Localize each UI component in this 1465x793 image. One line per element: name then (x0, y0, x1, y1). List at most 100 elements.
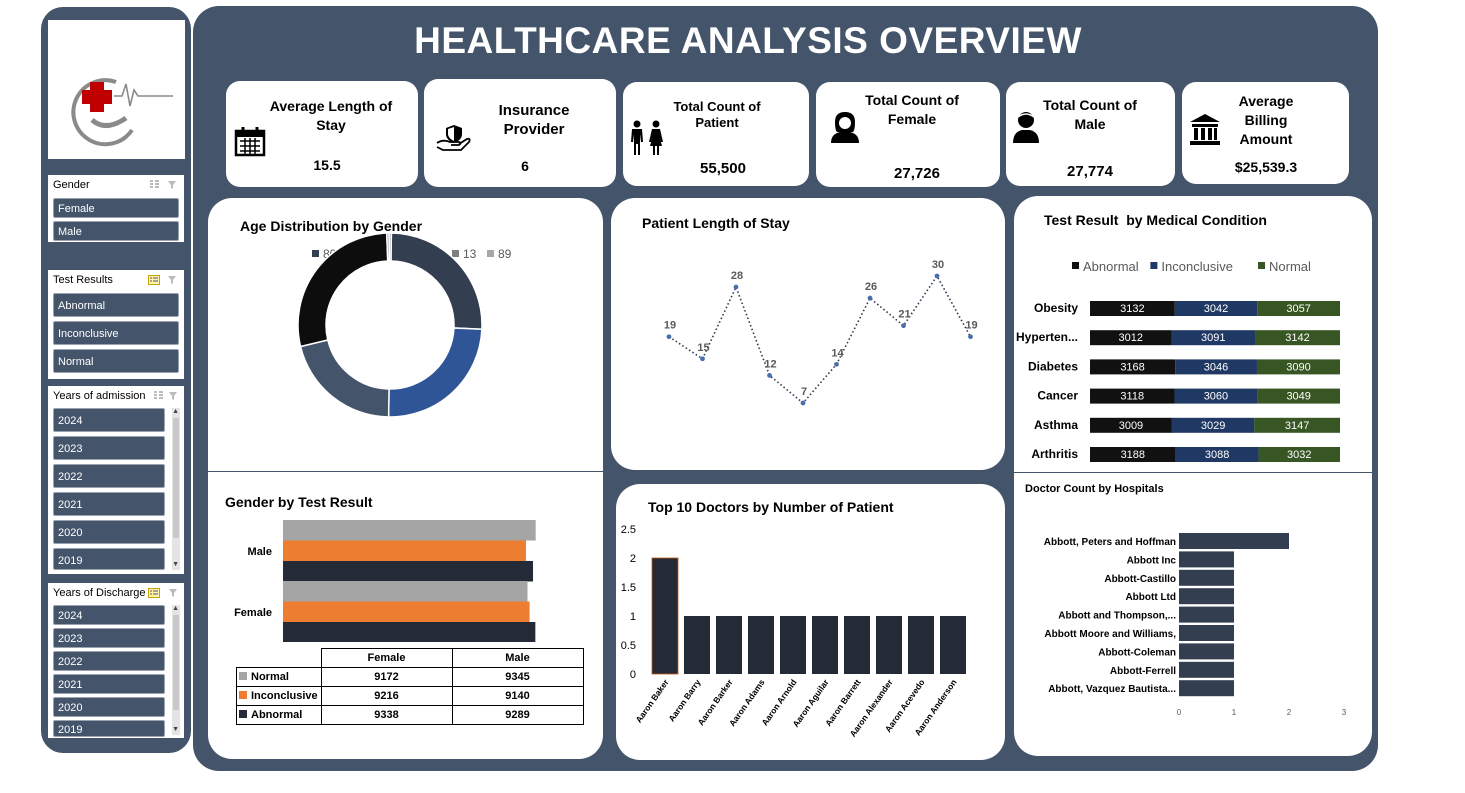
stay-line-chart: 19 15 28 12 7 14 26 21 30 19 (664, 259, 978, 406)
clear-filter-icon[interactable] (169, 391, 178, 400)
slicer-item-normal[interactable]: Normal (53, 349, 179, 373)
data-label: 3132 (1120, 303, 1144, 315)
legend-label: Normal (1269, 259, 1311, 274)
kpi-card-patients: Total Count of Patient 55,500 (623, 82, 809, 186)
data-label: 3012 (1118, 332, 1142, 344)
slicer-item-2022[interactable]: 2022 (53, 464, 165, 488)
slicer-item-2024[interactable]: 2024 (53, 408, 165, 432)
kpi-value: 55,500 (700, 160, 746, 177)
calendar-icon (234, 127, 266, 157)
bar (1179, 643, 1234, 660)
series-label: Inconclusive (251, 690, 318, 702)
data-label: 3029 (1201, 420, 1225, 432)
slicer-item-male[interactable]: Male (53, 221, 179, 241)
donut-slice (387, 327, 483, 418)
bar (1179, 551, 1234, 568)
category-label: Asthma (1034, 418, 1078, 432)
data-point (800, 400, 806, 406)
multi-select-icon[interactable] (148, 275, 160, 285)
category-label: Abbott-Ferrell (1110, 666, 1176, 677)
slicer-item-inconclusive[interactable]: Inconclusive (53, 321, 179, 345)
table-cell: 9338 (320, 705, 453, 725)
legend-swatch (1072, 262, 1079, 269)
kpi-label: Insurance Provider (498, 102, 570, 138)
bar (748, 616, 774, 674)
data-label: 3088 (1205, 449, 1229, 461)
admission-slicer-title: Years of admission (53, 390, 146, 402)
tick-label: 1.5 (621, 582, 636, 594)
bar (1179, 588, 1234, 605)
data-label: 15 (697, 342, 709, 354)
slicer-item-2023[interactable]: 2023 (53, 436, 165, 460)
medical-cross-heartbeat-icon (71, 78, 173, 147)
bar (716, 616, 742, 674)
top-doctors-panel: Top 10 Doctors by Number of Patient 0 0.5… (616, 484, 1005, 760)
slicer-item-2020[interactable]: 2020 (53, 697, 165, 717)
clear-filter-icon[interactable] (168, 275, 177, 284)
tick-label: 0 (1177, 708, 1182, 717)
bar-segment (1174, 388, 1258, 404)
multi-select-icon[interactable] (150, 180, 159, 189)
kpi-value: 15.5 (313, 157, 341, 173)
scroll-up-icon[interactable]: ▲ (172, 605, 179, 612)
discharge-year-slicer: Years of Discharge 2024 2023 2022 2021 2… (48, 583, 184, 738)
data-label: 26 (865, 281, 877, 293)
data-label: 3168 (1120, 361, 1144, 373)
series-label: Normal (251, 671, 289, 683)
bar (940, 616, 966, 674)
data-label: 12 (764, 358, 776, 370)
legend-label: 89 (498, 247, 512, 261)
clear-filter-icon[interactable] (168, 180, 177, 189)
kpi-card-female: Total Count of Female 27,726 (816, 82, 1000, 187)
slicer-item-2022[interactable]: 2022 (53, 651, 165, 671)
table-row: Abnormal 9338 9289 (236, 705, 584, 725)
chart-title: Age Distribution by Gender (240, 218, 423, 234)
kpi-card-male: Total Count of Male 27,774 (1006, 82, 1175, 186)
data-label: 3091 (1201, 332, 1225, 344)
female-icon (831, 112, 859, 143)
scroll-up-icon[interactable]: ▲ (172, 408, 179, 415)
table-cell: 9216 (320, 686, 453, 706)
data-label: 14 (831, 347, 844, 359)
donut-slice (388, 232, 393, 262)
discharge-slicer-title: Years of Discharge (53, 587, 146, 599)
data-label: 3142 (1285, 332, 1309, 344)
category-label: Arthritis (1031, 447, 1078, 461)
bank-icon (1190, 114, 1220, 145)
discharge-scrollbar[interactable] (172, 605, 180, 735)
data-label: 30 (932, 259, 944, 271)
category-label: Diabetes (1028, 359, 1078, 373)
bar-segment (1090, 388, 1175, 404)
slicer-item-abnormal[interactable]: Abnormal (53, 293, 179, 317)
admission-scrollbar[interactable] (172, 408, 180, 570)
data-label: 3147 (1285, 420, 1309, 432)
healthcare-logo (48, 20, 185, 159)
gender-slicer-title: Gender (53, 179, 90, 191)
scroll-down-icon[interactable]: ▼ (172, 726, 179, 733)
couple-icon (631, 120, 663, 155)
category-label: Cancer (1037, 389, 1078, 403)
slicer-item-2023[interactable]: 2023 (53, 628, 165, 648)
slicer-item-2019[interactable]: 2019 (53, 720, 165, 737)
gender-test-panel: Gender by Test Result Male Female Female … (208, 472, 603, 759)
slicer-item-2019[interactable]: 2019 (53, 548, 165, 570)
slicer-item-2024[interactable]: 2024 (53, 605, 165, 625)
bar (1179, 661, 1234, 678)
legend-swatch (1150, 262, 1158, 269)
bar-segment (1257, 301, 1340, 316)
slicer-item-2021[interactable]: 2021 (53, 492, 165, 516)
scroll-down-icon[interactable]: ▼ (172, 561, 179, 568)
slicer-item-female[interactable]: Female (53, 198, 179, 218)
slicer-item-2020[interactable]: 2020 (53, 520, 165, 544)
multi-select-icon[interactable] (154, 391, 163, 400)
category-label: Female (234, 607, 272, 619)
category-label: Obesity (1034, 301, 1078, 315)
data-label: 3057 (1286, 303, 1310, 315)
clear-filter-icon[interactable] (169, 588, 178, 597)
multi-select-icon[interactable] (148, 588, 160, 598)
slicer-item-2021[interactable]: 2021 (53, 674, 165, 694)
bar (1179, 533, 1289, 549)
kpi-card-billing: Average Billing Amount $25,539.3 (1182, 82, 1349, 184)
kpi-value: 27,726 (894, 165, 940, 182)
bar (844, 616, 870, 674)
